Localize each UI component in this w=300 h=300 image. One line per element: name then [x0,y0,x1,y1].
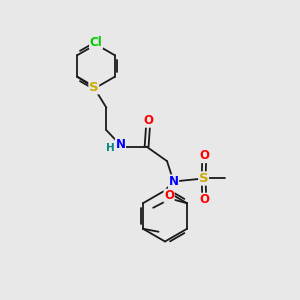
Text: N: N [116,138,125,151]
Text: S: S [199,172,208,185]
Text: O: O [143,114,153,127]
Text: O: O [199,149,209,163]
Text: O: O [164,189,174,202]
Text: S: S [89,81,99,94]
Text: Cl: Cl [90,35,102,49]
Text: H: H [106,143,115,153]
Text: N: N [169,175,178,188]
Text: O: O [199,193,209,206]
